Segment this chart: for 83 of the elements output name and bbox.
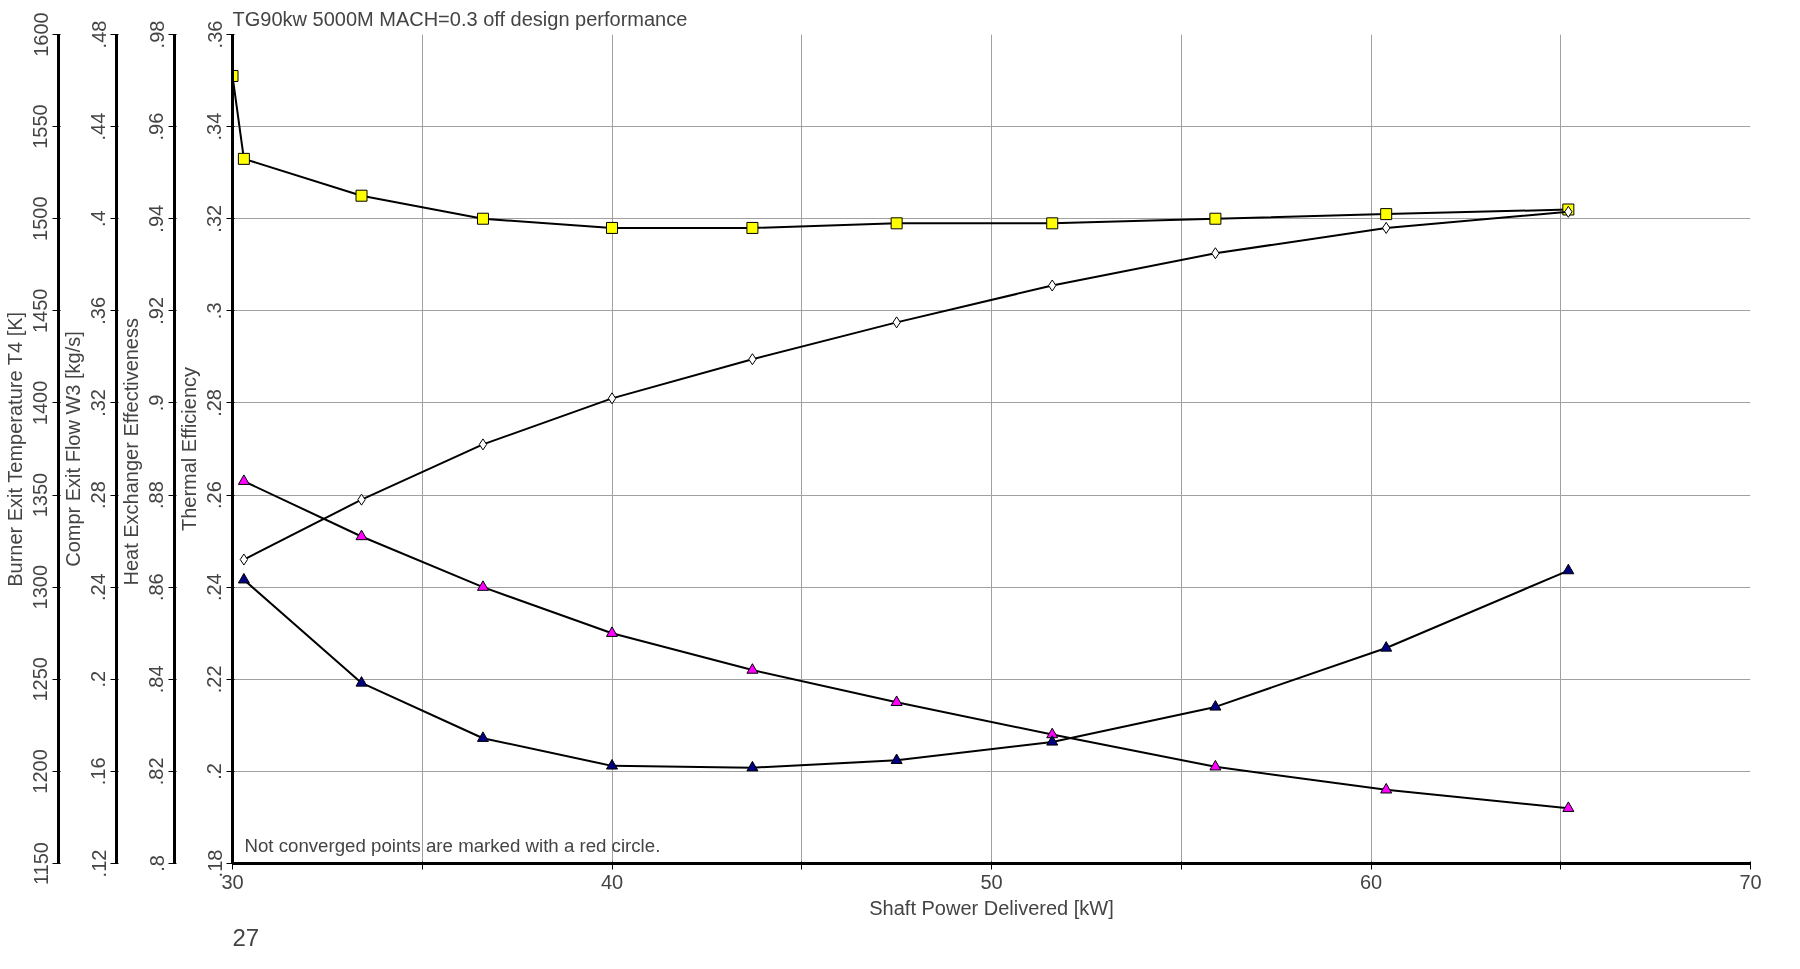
y3-tick-label: .4 xyxy=(87,210,110,228)
point xyxy=(1046,735,1059,746)
point xyxy=(1046,217,1059,230)
point xyxy=(478,438,488,451)
point xyxy=(746,663,759,674)
y2-tick-label: .92 xyxy=(145,296,168,325)
y3-tick-label: .44 xyxy=(87,112,110,141)
y-tick-label: 1550 xyxy=(29,104,52,149)
point xyxy=(1562,563,1575,575)
point xyxy=(355,529,368,541)
y3-tick-label: .28 xyxy=(87,481,110,509)
y-tick-label: .34 xyxy=(203,112,226,141)
y2-axis-title: Heat Exchanger Effectiveness xyxy=(119,318,142,586)
point xyxy=(476,580,489,591)
y3-tick-label: .16 xyxy=(87,757,110,786)
point xyxy=(1380,641,1393,652)
x-tick-label: 60 xyxy=(1359,870,1383,893)
point xyxy=(239,553,249,566)
y-tick-label: 1400 xyxy=(29,380,52,426)
y-axis-title: Thermal Efficiency xyxy=(177,366,200,532)
y3-tick-label: .2 xyxy=(87,670,110,688)
x-axis-title: Shaft Power Delivered [kW] xyxy=(869,896,1114,919)
y-tick-label: 1500 xyxy=(29,196,52,241)
point xyxy=(1209,700,1222,711)
y2-tick-label: .8 xyxy=(145,855,168,872)
annotation: Not converged points are marked with a red circle. xyxy=(244,834,661,856)
point xyxy=(746,760,759,772)
point xyxy=(355,676,368,687)
chart-title: TG90kw 5000M MACH=0.3 off design performance xyxy=(232,7,688,30)
y-tick-label: 1300 xyxy=(29,564,52,610)
y-tick-label: .2 xyxy=(203,763,226,780)
y3-tick-label: .32 xyxy=(87,389,110,417)
y-tick-label: 1450 xyxy=(29,288,52,334)
point xyxy=(1380,782,1393,794)
point xyxy=(606,626,618,637)
y2-tick-label: .98 xyxy=(145,20,168,49)
y-tick-label: .3 xyxy=(203,302,226,320)
y-tick-label: .24 xyxy=(203,573,226,602)
point xyxy=(890,217,903,230)
y2-tick-label: .84 xyxy=(145,665,168,694)
y2-tick-label: .86 xyxy=(145,573,168,602)
y3-tick-label: .12 xyxy=(87,849,110,878)
y-tick-label: .26 xyxy=(203,481,226,509)
x-tick-label: 50 xyxy=(980,870,1003,893)
y3-tick-label: .24 xyxy=(87,573,110,602)
y-tick-label: 1200 xyxy=(29,749,52,794)
y3-tick-label: .48 xyxy=(87,20,110,49)
y-axis-title: Burner Exit Temperature T4 [K] xyxy=(3,311,26,587)
y-tick-label: .36 xyxy=(203,20,226,49)
text: 27 xyxy=(232,923,260,951)
y3-axis-title: Compr Exit Flow W3 [kg/s] xyxy=(61,331,84,567)
y2-tick-label: .9 xyxy=(145,394,168,412)
y-tick-label: 1600 xyxy=(29,12,52,57)
point xyxy=(1562,801,1575,812)
point xyxy=(1209,759,1222,771)
y-tick-label: .32 xyxy=(203,204,226,233)
point xyxy=(607,392,617,405)
point xyxy=(237,152,250,165)
point xyxy=(476,731,489,742)
y3-tick-label: .36 xyxy=(87,296,110,325)
point xyxy=(606,759,618,770)
point xyxy=(606,221,618,234)
x-tick-label: 30 xyxy=(221,870,244,893)
y-tick-label: .22 xyxy=(203,665,226,694)
x-tick-label: 70 xyxy=(1739,870,1762,893)
point xyxy=(476,212,489,225)
y-tick-label: 1250 xyxy=(29,657,52,702)
point xyxy=(890,695,903,706)
y-tick-label: .28 xyxy=(203,389,226,417)
y-tick-label: 1350 xyxy=(29,472,52,518)
y2-tick-label: .88 xyxy=(145,481,168,509)
point xyxy=(237,572,250,584)
point xyxy=(355,189,368,202)
point xyxy=(1209,212,1222,225)
y-tick-label: 1150 xyxy=(29,841,52,885)
point xyxy=(1380,208,1393,221)
y2-tick-label: .94 xyxy=(145,204,168,233)
point xyxy=(746,221,759,234)
x-tick-label: 40 xyxy=(600,870,624,893)
point xyxy=(237,474,250,485)
y2-tick-label: .96 xyxy=(145,112,168,141)
y2-tick-label: .82 xyxy=(145,757,168,786)
point xyxy=(890,753,903,765)
